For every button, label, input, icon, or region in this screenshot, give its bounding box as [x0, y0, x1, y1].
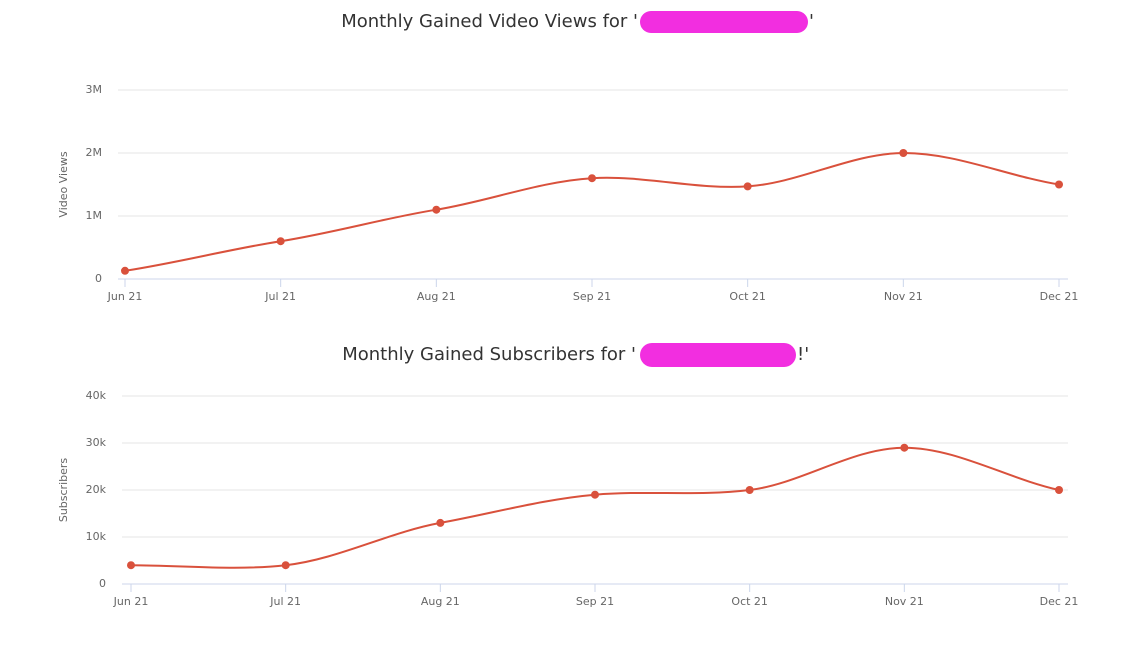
point — [1055, 180, 1063, 189]
x-tick-label: Jun 21 — [113, 595, 149, 608]
y-tick-label: 1M — [86, 209, 103, 222]
x-tick-label: Jul 21 — [269, 595, 301, 608]
point — [127, 561, 135, 570]
line — [130, 446, 1060, 569]
chart-title: Monthly Gained Subscribers for ' — [342, 344, 636, 365]
x-tick-label: Aug 21 — [421, 595, 460, 608]
x-tick-label: Jul 21 — [264, 290, 296, 303]
y-tick-label: 0 — [99, 577, 106, 590]
y-tick-label: 0 — [95, 272, 102, 285]
point — [900, 443, 909, 452]
x-tick-label: Oct 21 — [731, 595, 768, 608]
x-tick-label: Nov 21 — [884, 290, 923, 303]
y-tick-label: 2M — [86, 146, 103, 159]
point — [1055, 486, 1063, 494]
y-tick-label: 3M — [86, 83, 103, 96]
point — [591, 490, 599, 499]
point — [743, 182, 752, 191]
chart-title: Monthly Gained Video Views for ' — [341, 11, 638, 32]
x-tick-label: Dec 21 — [1040, 595, 1079, 608]
chart-title-end: ' — [809, 11, 814, 32]
redaction — [640, 343, 796, 367]
x-tick-label: Sep 21 — [576, 595, 614, 608]
x-tick-label: Aug 21 — [417, 290, 456, 303]
point — [281, 561, 290, 570]
point — [745, 486, 754, 494]
point — [121, 266, 129, 275]
y-tick-label: 30k — [86, 436, 107, 449]
y-tick-label: 20k — [86, 483, 107, 496]
x-tick-label: Sep 21 — [573, 290, 611, 303]
redaction — [640, 11, 808, 33]
point — [899, 149, 908, 157]
point — [436, 518, 445, 527]
x-tick-label: Jun 21 — [107, 290, 143, 303]
x-tick-label: Oct 21 — [729, 290, 766, 303]
y-axis-label: Subscribers — [57, 458, 70, 523]
chart-title-end: !' — [797, 344, 809, 365]
line — [124, 151, 1060, 272]
x-tick-label: Dec 21 — [1040, 290, 1079, 303]
y-tick-label: 40k — [86, 389, 107, 402]
point — [276, 237, 285, 246]
x-tick-label: Nov 21 — [885, 595, 924, 608]
point — [432, 205, 441, 214]
y-axis-label: Video Views — [57, 151, 70, 217]
y-tick-label: 10k — [86, 530, 107, 543]
point — [588, 174, 596, 183]
